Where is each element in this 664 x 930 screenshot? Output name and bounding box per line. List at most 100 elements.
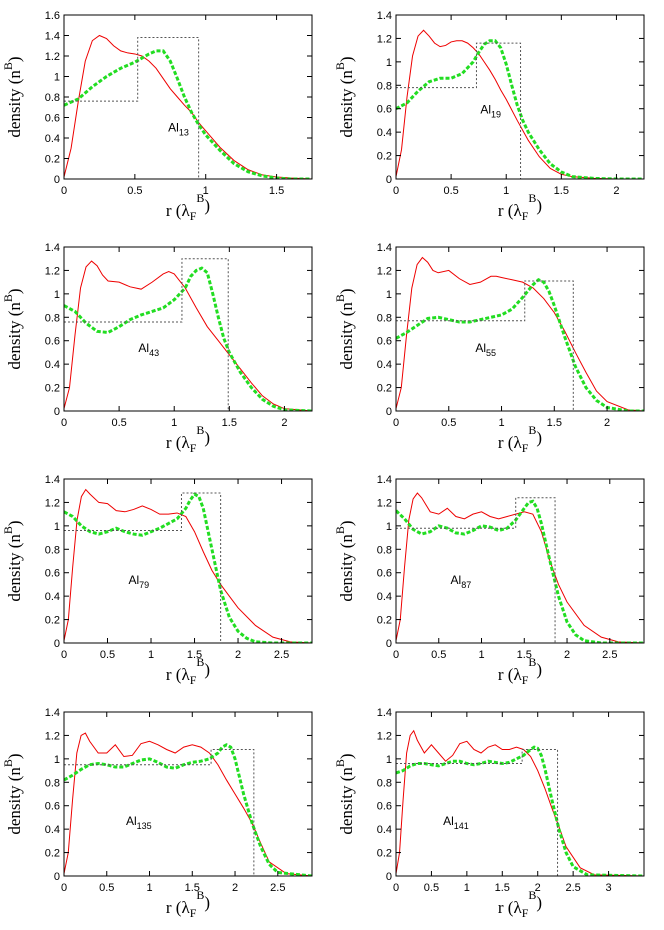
y-tick-label: 1	[386, 57, 392, 69]
series-dotted-step-line	[396, 280, 644, 411]
x-tick-label: 2	[281, 417, 287, 429]
y-tick-label: 1.4	[377, 474, 392, 486]
y-axis-label: density (nB)	[333, 520, 356, 601]
x-tick-label: 0	[61, 882, 67, 894]
x-tick-label: 3	[606, 882, 612, 894]
series-dashed-green-line	[64, 743, 312, 876]
x-tick-label: 2	[232, 882, 238, 894]
series-solid-red-line	[396, 256, 644, 411]
y-tick-label: 1.2	[377, 497, 392, 509]
x-tick-label: 1	[503, 185, 509, 197]
y-tick-label: 0.6	[45, 568, 60, 580]
x-tick-label: 1.5	[269, 185, 284, 197]
y-tick-label: 1.2	[45, 265, 60, 277]
x-tick-label: 0.5	[100, 649, 115, 661]
y-tick-label: 0.2	[45, 154, 60, 166]
y-tick-label: 1.2	[377, 265, 392, 277]
x-tick-label: 1.5	[517, 649, 532, 661]
x-axis-label: r (λFB)	[498, 888, 542, 920]
x-tick-label: 1	[464, 882, 470, 894]
x-tick-label: 0.5	[431, 649, 446, 661]
x-axis-label: r (λFB)	[498, 655, 542, 687]
y-tick-label: 1.2	[45, 497, 60, 509]
series-dashed-green-line	[64, 266, 312, 411]
series-dotted-step-line	[64, 492, 312, 643]
y-tick-label: 1	[386, 289, 392, 301]
series-dotted-step-line	[64, 37, 312, 179]
y-tick-label: 0.2	[377, 848, 392, 860]
x-tick-label: 1.5	[187, 649, 202, 661]
x-tick-label: 0.5	[443, 185, 458, 197]
y-tick-label: 0.2	[45, 383, 60, 395]
y-axis-label: density (nB)	[1, 56, 24, 137]
y-tick-label: 1.4	[377, 707, 392, 719]
x-tick-label: 2.5	[602, 649, 617, 661]
x-tick-label: 2	[564, 649, 570, 661]
series-dashed-green-line	[396, 499, 644, 643]
series-solid-red-line	[396, 29, 644, 179]
plot-frame	[63, 14, 313, 180]
series-solid-red-line	[396, 729, 644, 876]
y-tick-label: 1.6	[45, 10, 60, 22]
x-tick-label: 2	[613, 185, 619, 197]
y-tick-label: 0.8	[45, 92, 60, 104]
y-tick-label: 1	[386, 521, 392, 533]
plot-frame	[395, 478, 645, 644]
series-dashed-green-line	[64, 49, 312, 179]
y-tick-label: 0.8	[45, 544, 60, 556]
y-tick-label: 1.2	[45, 51, 60, 63]
chart-panel-3: 0 0.5 1 1.5 2 0 0.2 0.4 0.6 0.8 1 1.2 1.4 r (λFB) dens…	[1, 242, 313, 455]
y-tick-label: 1.2	[45, 730, 60, 742]
y-axis-label: density (nB)	[333, 56, 356, 137]
x-tick-label: 0	[393, 882, 399, 894]
y-tick-label: 0.2	[377, 151, 392, 163]
y-tick-label: 0.8	[377, 80, 392, 92]
series-solid-red-line	[64, 34, 312, 179]
x-tick-label: 1	[478, 649, 484, 661]
y-tick-label: 0.4	[45, 591, 60, 603]
x-tick-label: 0.5	[424, 882, 439, 894]
y-tick-label: 0	[54, 871, 60, 883]
x-tick-label: 1	[146, 882, 152, 894]
plot-frame	[395, 711, 645, 877]
x-tick-label: 1	[148, 649, 154, 661]
x-tick-label: 1.5	[185, 882, 200, 894]
series-dashed-green-line	[64, 492, 312, 643]
series-dashed-green-line	[396, 745, 644, 876]
x-tick-label: 1.5	[554, 185, 569, 197]
y-tick-label: 1.4	[45, 707, 60, 719]
y-tick-label: 1.4	[45, 474, 60, 486]
x-tick-label: 0	[61, 649, 67, 661]
x-axis-label: r (λFB)	[166, 423, 210, 455]
series-dotted-step-line	[396, 497, 644, 643]
y-tick-label: 0.4	[377, 824, 392, 836]
x-tick-label: 0	[393, 649, 399, 661]
y-tick-label: 0.2	[45, 848, 60, 860]
y-tick-label: 1.4	[377, 242, 392, 254]
x-axis-label: r (λFB)	[498, 191, 542, 223]
y-tick-label: 1	[386, 754, 392, 766]
y-tick-label: 0	[54, 638, 60, 650]
y-tick-label: 0.4	[45, 133, 60, 145]
x-tick-label: 2.5	[274, 649, 289, 661]
series-dotted-step-line	[396, 748, 644, 876]
x-tick-label: 0	[393, 185, 399, 197]
x-tick-label: 0.5	[441, 417, 456, 429]
y-tick-label: 0.8	[45, 777, 60, 789]
y-tick-label: 1	[54, 754, 60, 766]
x-tick-label: 0	[61, 417, 67, 429]
plot-frame	[63, 711, 313, 877]
x-tick-label: 0.5	[127, 185, 142, 197]
chart-panel-1: 0 0.5 1 1.5 0 0.2 0.4 0.6 0.8 1 1.2 1.4 1.6 r (λFB) de…	[1, 10, 313, 223]
y-tick-label: 0.8	[45, 312, 60, 324]
cluster-annotation: Al79	[128, 573, 149, 590]
cluster-annotation: Al43	[138, 341, 159, 358]
x-axis-label: r (λFB)	[498, 423, 542, 455]
x-tick-label: 0.5	[111, 417, 126, 429]
y-tick-label: 0.2	[377, 383, 392, 395]
y-tick-label: 0.2	[45, 615, 60, 627]
y-tick-label: 0.6	[377, 336, 392, 348]
x-tick-label: 1	[203, 185, 209, 197]
plot-frame	[395, 14, 645, 180]
x-tick-label: 2	[604, 417, 610, 429]
